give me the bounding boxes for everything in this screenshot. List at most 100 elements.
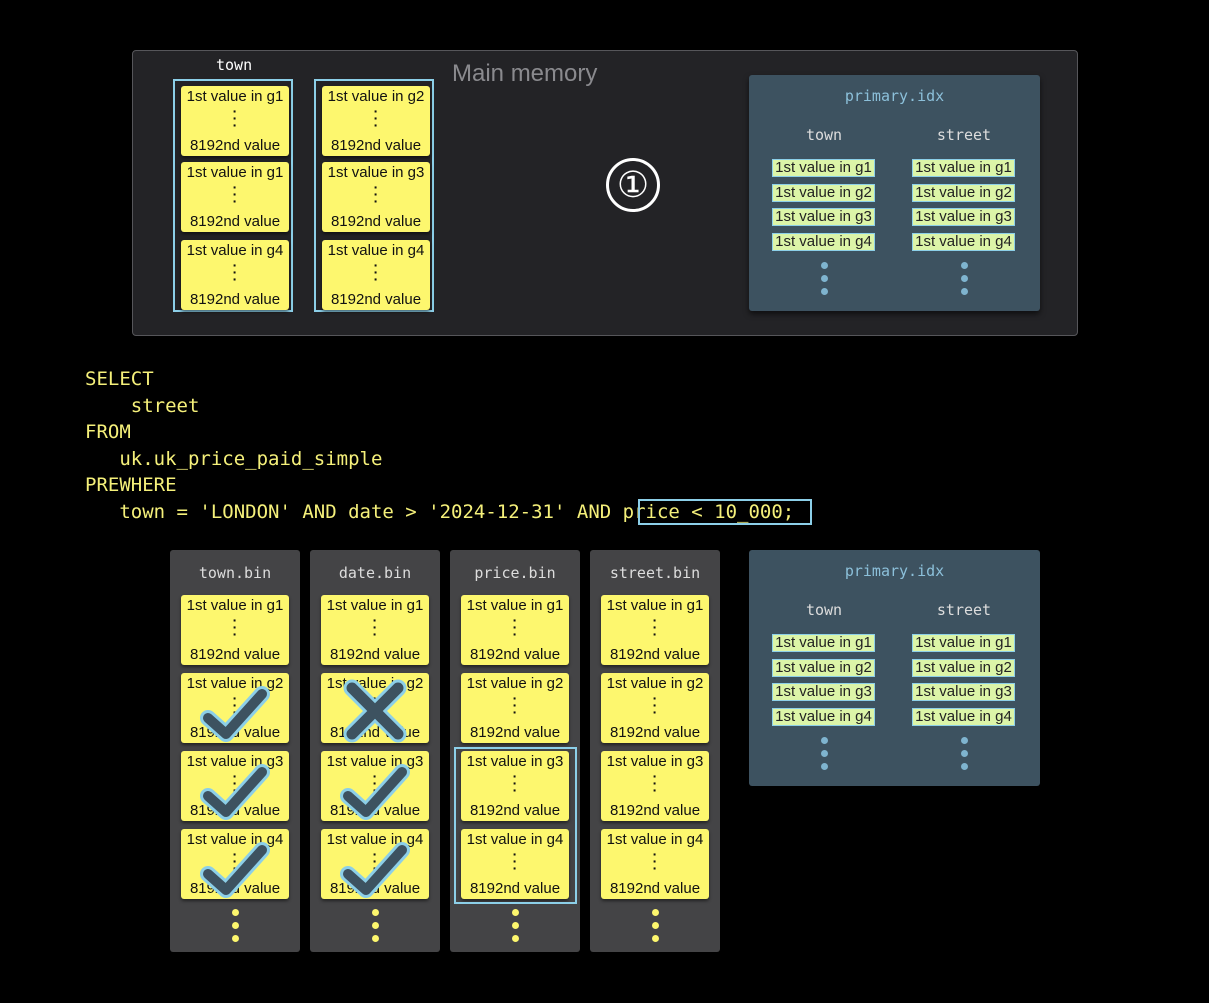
index-entry: 1st value in g2 xyxy=(772,183,875,202)
sql-line: SELECT xyxy=(85,368,154,390)
granule-card: 1st value in g4 · · · 8192nd value xyxy=(181,829,289,899)
granule-card: 1st value in g3 · · · 8192nd value xyxy=(461,751,569,821)
cross-icon xyxy=(340,676,410,746)
last-value-label: 8192nd value xyxy=(330,291,422,308)
ellipsis-vertical: · · · xyxy=(652,768,658,798)
check-icon xyxy=(200,754,270,824)
first-value-label: 1st value in g4 xyxy=(606,831,704,848)
ellipsis-vertical: · · · xyxy=(232,103,238,133)
index-entry: 1st value in g1 xyxy=(912,634,1015,652)
ellipsis-vertical: · · · xyxy=(372,768,378,798)
index-column-header: street xyxy=(936,126,992,144)
ellipsis-vertical: · · · xyxy=(373,257,379,287)
first-value-label: 1st value in g4 xyxy=(327,242,425,259)
last-value-label: 8192nd value xyxy=(330,213,422,230)
index-entry: 1st value in g3 xyxy=(912,683,1015,701)
ellipsis-vertical: · · · xyxy=(232,846,238,876)
sql-line: town = 'LONDON' AND date > '2024-12-31' … xyxy=(85,500,795,523)
index-column-header: town xyxy=(805,601,843,619)
ellipsis-vertical: · · · xyxy=(232,179,238,209)
last-value-label: 8192nd value xyxy=(329,646,421,663)
more-dot xyxy=(652,935,659,942)
ellipsis-vertical: · · · xyxy=(512,768,518,798)
check-icon xyxy=(200,832,270,902)
first-value-label: 1st value in g3 xyxy=(327,164,425,181)
first-value-label: 1st value in g3 xyxy=(606,753,704,770)
more-dot xyxy=(821,763,828,770)
more-dot xyxy=(652,922,659,929)
column-label: town xyxy=(216,56,253,74)
index-entry: 1st value in g3 xyxy=(772,208,875,226)
granule-card: 1st value in g4 · · · 8192nd value xyxy=(181,240,289,310)
more-dot xyxy=(961,737,968,744)
more-dot xyxy=(821,737,828,744)
first-value-label: 1st value in g2 xyxy=(606,675,704,692)
sql-line: uk.uk_price_paid_simple xyxy=(85,447,383,470)
granule-card: 1st value in g3 · · · 8192nd value xyxy=(181,751,289,821)
ellipsis-vertical: · · · xyxy=(232,768,238,798)
last-value-label: 8192nd value xyxy=(469,724,561,741)
more-dot xyxy=(512,935,519,942)
first-value-label: 1st value in g1 xyxy=(186,597,284,614)
more-dot xyxy=(961,288,968,295)
selected-granules-box xyxy=(454,747,577,904)
ellipsis-vertical: · · · xyxy=(512,690,518,720)
index-column-header: street xyxy=(936,601,992,619)
memory-column-2 xyxy=(314,79,434,312)
index-title: primary.idx xyxy=(844,562,945,580)
ellipsis-vertical: · · · xyxy=(372,612,378,642)
granule-card: 1st value in g4 · · · 8192nd value xyxy=(461,829,569,899)
more-dot xyxy=(821,275,828,282)
more-dot xyxy=(372,909,379,916)
more-dot xyxy=(372,922,379,929)
more-dot xyxy=(961,275,968,282)
granule-card: 1st value in g1 · · · 8192nd value xyxy=(601,595,709,665)
bin-title: town.bin xyxy=(198,564,272,582)
first-value-label: 1st value in g1 xyxy=(326,597,424,614)
index-entry: 1st value in g3 xyxy=(772,683,875,701)
index-title: primary.idx xyxy=(844,87,945,105)
ellipsis-vertical: · · · xyxy=(372,846,378,876)
more-dot xyxy=(961,763,968,770)
index-entry: 1st value in g2 xyxy=(772,658,875,677)
last-value-label: 8192nd value xyxy=(469,802,561,819)
more-dot xyxy=(232,922,239,929)
last-value-label: 8192nd value xyxy=(609,880,701,897)
first-value-label: 1st value in g1 xyxy=(186,164,284,181)
granule-card: 1st value in g1 · · · 8192nd value xyxy=(181,162,289,232)
more-dot xyxy=(961,750,968,757)
ellipsis-vertical: · · · xyxy=(373,179,379,209)
more-dot xyxy=(232,935,239,942)
granule-card: 1st value in g1 · · · 8192nd value xyxy=(181,86,289,156)
index-entry: 1st value in g2 xyxy=(912,183,1015,202)
more-dot xyxy=(372,935,379,942)
last-value-label: 8192nd value xyxy=(189,213,281,230)
ellipsis-vertical: · · · xyxy=(232,690,238,720)
more-dot xyxy=(232,909,239,916)
granule-card: 1st value in g2 · · · 8192nd value xyxy=(601,673,709,743)
last-value-label: 8192nd value xyxy=(189,646,281,663)
index-entry: 1st value in g4 xyxy=(772,707,875,726)
last-value-label: 8192nd value xyxy=(609,802,701,819)
memory-column-1 xyxy=(173,79,293,312)
index-entry: 1st value in g1 xyxy=(772,159,875,177)
granule-card: 1st value in g3 · · · 8192nd value xyxy=(601,751,709,821)
first-value-label: 1st value in g4 xyxy=(186,242,284,259)
ellipsis-vertical: · · · xyxy=(232,257,238,287)
index-entry: 1st value in g2 xyxy=(912,658,1015,677)
index-entry: 1st value in g4 xyxy=(912,707,1015,726)
first-value-label: 1st value in g1 xyxy=(466,597,564,614)
last-value-label: 8192nd value xyxy=(469,880,561,897)
ellipsis-vertical: · · · xyxy=(512,612,518,642)
sql-line: PREWHERE xyxy=(85,474,177,496)
first-value-label: 1st value in g3 xyxy=(466,753,564,770)
first-value-label: 1st value in g2 xyxy=(466,675,564,692)
granule-card: 1st value in g4 · · · 8192nd value xyxy=(601,829,709,899)
first-value-label: 1st value in g4 xyxy=(466,831,564,848)
ellipsis-vertical: · · · xyxy=(652,846,658,876)
bin-title: street.bin xyxy=(609,564,701,582)
granule-card: 1st value in g1 · · · 8192nd value xyxy=(321,595,429,665)
ellipsis-vertical: · · · xyxy=(652,612,658,642)
granule-card: 1st value in g1 · · · 8192nd value xyxy=(461,595,569,665)
granule-card: 1st value in g3 · · · 8192nd value xyxy=(322,162,430,232)
